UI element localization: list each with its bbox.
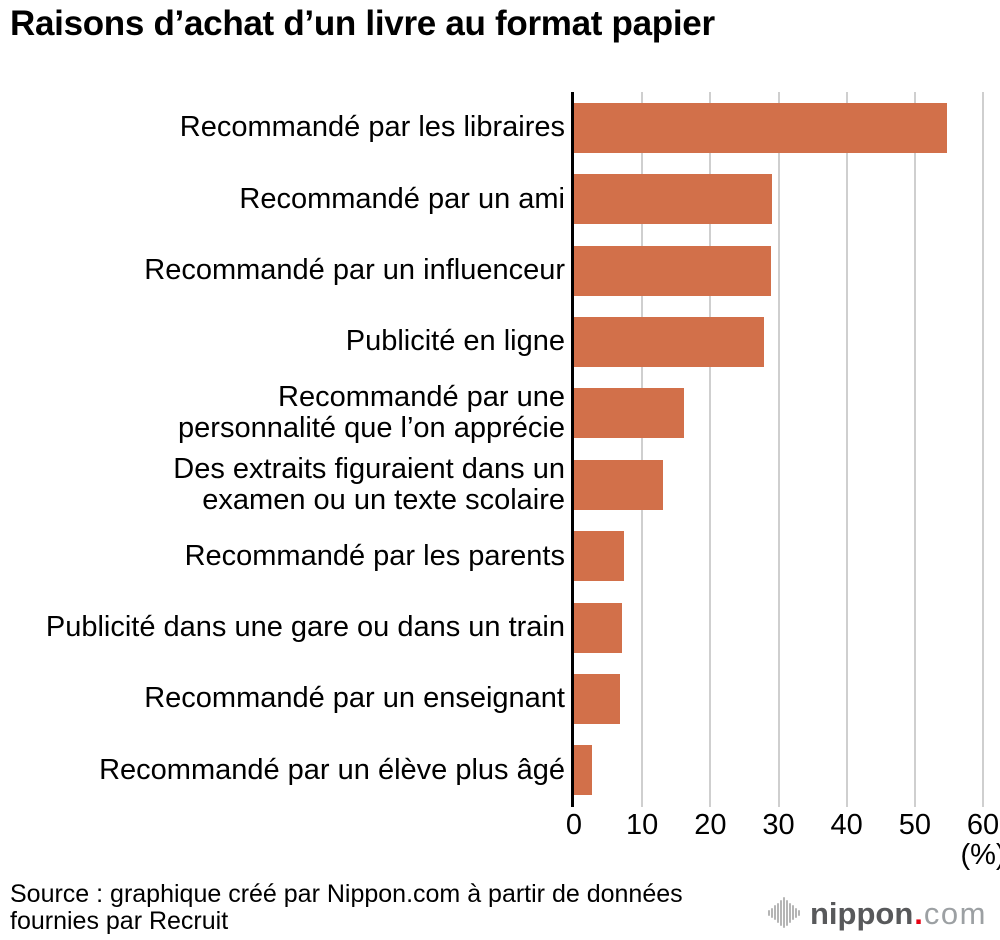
source-note: Source : graphique créé par Nippon.com à…: [10, 881, 683, 935]
x-tick-label-10: 10: [626, 809, 659, 841]
category-label: Publicité dans une gare ou dans un train: [0, 592, 565, 663]
bar-row: [574, 378, 983, 449]
bar-7: [574, 531, 625, 582]
bar-row: [574, 163, 983, 234]
gridline-30: [777, 92, 780, 807]
bar-9: [574, 673, 620, 724]
bar-6: [574, 459, 664, 510]
bar-row: [574, 306, 983, 377]
gridline-20: [709, 92, 712, 807]
x-tick-label-50: 50: [898, 809, 931, 841]
soundwave-bars-icon: [768, 897, 801, 928]
bar-8: [574, 602, 623, 653]
nippon-logo: nippon . com: [768, 896, 987, 932]
gridline-10: [641, 92, 644, 807]
category-label: Recommandé par un enseignant: [0, 663, 565, 734]
bar-row: [574, 449, 983, 520]
source-line-2: fournies par Recruit: [10, 907, 229, 935]
category-label-line: Recommandé par une: [278, 381, 565, 414]
y-axis-line: [571, 92, 574, 807]
bar-row: [574, 520, 983, 591]
category-label: Recommandé par une personnalité que l’on …: [0, 378, 565, 449]
x-tick-label-40: 40: [830, 809, 863, 841]
x-tick-label-20: 20: [694, 809, 727, 841]
bar-row: [574, 663, 983, 734]
bar-2: [574, 174, 773, 225]
bar-5: [574, 388, 685, 439]
category-label-line: Publicité dans une gare ou dans un train: [45, 611, 565, 644]
x-tick-label-60: 60: [966, 809, 1000, 841]
x-tick-label-0: 0: [565, 809, 583, 841]
bar-3: [574, 245, 771, 296]
bar-row: [574, 735, 983, 806]
category-label: Recommandé par un ami: [0, 163, 565, 234]
x-axis-unit-label: (%): [960, 839, 1000, 871]
category-label-line: Recommandé par les parents: [184, 539, 565, 572]
plot-area: [574, 92, 984, 807]
category-label: Recommandé par un élève plus âgé: [0, 735, 565, 806]
gridline-40: [845, 92, 848, 807]
category-label-line: Des extraits figuraient dans un: [173, 452, 565, 485]
bar-row: [574, 235, 983, 306]
bar-row: [574, 92, 983, 163]
category-label-line: Recommandé par un influenceur: [144, 254, 565, 287]
bar-4: [574, 316, 765, 367]
category-label: Publicité en ligne: [0, 306, 565, 377]
bar-10: [574, 745, 593, 796]
category-label-line: Recommandé par un enseignant: [144, 682, 565, 715]
category-label-line: Recommandé par un ami: [239, 182, 565, 215]
x-axis-ticks: 0 10 20 30 40 50 60: [566, 809, 999, 845]
category-label: Des extraits figuraient dans un examen ou…: [0, 449, 565, 520]
gridline-50: [913, 92, 916, 807]
bar-1: [574, 102, 947, 153]
category-labels: Recommandé par les libraires Recommandé p…: [0, 92, 565, 806]
category-label: Recommandé par les libraires: [0, 92, 565, 163]
logo-text-nippon: nippon: [810, 896, 914, 931]
category-label-line: Recommandé par les libraires: [179, 111, 565, 144]
category-label-line: Recommandé par un élève plus âgé: [99, 753, 565, 786]
x-tick-label-30: 30: [762, 809, 795, 841]
source-line-1: Source : graphique créé par Nippon.com à…: [10, 880, 683, 908]
logo-text-com: com: [923, 896, 987, 931]
logo-red-dot: .: [914, 896, 923, 931]
category-label: Recommandé par les parents: [0, 520, 565, 591]
category-label-line: examen ou un texte scolaire: [202, 483, 565, 516]
category-label-line: Publicité en ligne: [345, 325, 565, 358]
bar-row: [574, 592, 983, 663]
gridline-60: [982, 92, 984, 807]
chart-title: Raisons d’achat d’un livre au format pap…: [10, 4, 715, 43]
category-label: Recommandé par un influenceur: [0, 235, 565, 306]
category-label-line: personnalité que l’on apprécie: [178, 412, 565, 445]
